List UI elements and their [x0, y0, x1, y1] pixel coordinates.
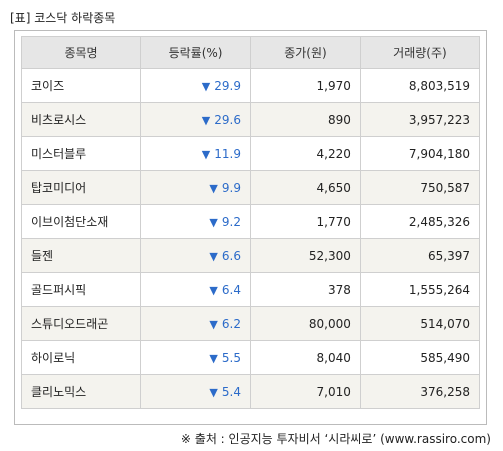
table-container: 종목명 등락률(%) 종가(원) 거래량(주) 코이즈 ▼ 29.9 1,970 …: [14, 30, 487, 425]
table-row: 클리노믹스 ▼ 5.4 7,010 376,258: [20, 374, 481, 409]
change-value: 6.6: [221, 248, 241, 263]
stock-name: 들젠: [20, 238, 142, 273]
stock-name: 하이로닉: [20, 340, 142, 375]
volume: 585,490: [359, 340, 481, 375]
down-arrow-icon: ▼: [201, 79, 211, 93]
stock-name: 골드퍼시픽: [20, 272, 142, 307]
volume: 750,587: [359, 170, 481, 205]
stock-name: 비츠로시스: [20, 102, 142, 137]
close-price: 890: [249, 102, 361, 137]
change-cell: ▼ 11.9: [140, 136, 251, 171]
volume: 1,555,264: [359, 272, 481, 307]
volume: 376,258: [359, 374, 481, 409]
close-price: 1,770: [249, 204, 361, 239]
column-header-close: 종가(원): [249, 36, 361, 69]
change-value: 5.5: [221, 350, 241, 365]
table-row: 골드퍼시픽 ▼ 6.4 378 1,555,264: [20, 272, 481, 307]
change-cell: ▼ 9.2: [140, 204, 251, 239]
stock-name: 클리노믹스: [20, 374, 142, 409]
change-value: 29.9: [214, 78, 241, 93]
change-cell: ▼ 9.9: [140, 170, 251, 205]
volume: 8,803,519: [359, 68, 481, 103]
down-arrow-icon: ▼: [209, 351, 218, 365]
column-header-volume: 거래량(주): [359, 36, 481, 69]
close-price: 4,220: [249, 136, 361, 171]
down-arrow-icon: ▼: [201, 113, 211, 127]
table-header-row: 종목명 등락률(%) 종가(원) 거래량(주): [20, 36, 481, 69]
stock-name: 탑코미디어: [20, 170, 142, 205]
change-cell: ▼ 6.6: [140, 238, 251, 273]
down-arrow-icon: ▼: [209, 249, 218, 263]
change-cell: ▼ 6.2: [140, 306, 251, 341]
close-price: 80,000: [249, 306, 361, 341]
change-value: 29.6: [214, 112, 241, 127]
close-price: 4,650: [249, 170, 361, 205]
close-price: 52,300: [249, 238, 361, 273]
change-value: 11.9: [214, 146, 241, 161]
change-cell: ▼ 5.5: [140, 340, 251, 375]
table-row: 탑코미디어 ▼ 9.9 4,650 750,587: [20, 170, 481, 205]
table-row: 들젠 ▼ 6.6 52,300 65,397: [20, 238, 481, 273]
down-arrow-icon: ▼: [209, 385, 218, 399]
down-arrow-icon: ▼: [201, 147, 211, 161]
stock-name: 스튜디오드래곤: [20, 306, 142, 341]
change-value: 9.2: [221, 214, 241, 229]
close-price: 1,970: [249, 68, 361, 103]
table-row: 미스터블루 ▼ 11.9 4,220 7,904,180: [20, 136, 481, 171]
volume: 65,397: [359, 238, 481, 273]
source-note: ※ 출처 : 인공지능 투자비서 ‘시라씨로’ (www.rassiro.com…: [180, 432, 491, 446]
volume: 514,070: [359, 306, 481, 341]
table-row: 이브이첨단소재 ▼ 9.2 1,770 2,485,326: [20, 204, 481, 239]
table-row: 하이로닉 ▼ 5.5 8,040 585,490: [20, 340, 481, 375]
volume: 3,957,223: [359, 102, 481, 137]
stock-name: 코이즈: [20, 68, 142, 103]
table-row: 스튜디오드래곤 ▼ 6.2 80,000 514,070: [20, 306, 481, 341]
close-price: 7,010: [249, 374, 361, 409]
change-value: 9.9: [221, 180, 241, 195]
close-price: 8,040: [249, 340, 361, 375]
stock-name: 미스터블루: [20, 136, 142, 171]
change-cell: ▼ 29.6: [140, 102, 251, 137]
change-cell: ▼ 29.9: [140, 68, 251, 103]
table-row: 비츠로시스 ▼ 29.6 890 3,957,223: [20, 102, 481, 137]
volume: 2,485,326: [359, 204, 481, 239]
stock-table: 종목명 등락률(%) 종가(원) 거래량(주) 코이즈 ▼ 29.9 1,970 …: [20, 36, 481, 409]
change-value: 5.4: [221, 384, 241, 399]
table-title: [표] 코스닥 하락종목: [10, 11, 116, 25]
change-cell: ▼ 5.4: [140, 374, 251, 409]
table-row: 코이즈 ▼ 29.9 1,970 8,803,519: [20, 68, 481, 103]
volume: 7,904,180: [359, 136, 481, 171]
change-cell: ▼ 6.4: [140, 272, 251, 307]
change-value: 6.4: [221, 282, 241, 297]
column-header-name: 종목명: [20, 36, 142, 69]
down-arrow-icon: ▼: [209, 181, 218, 195]
down-arrow-icon: ▼: [209, 215, 218, 229]
column-header-change: 등락률(%): [140, 36, 251, 69]
stock-name: 이브이첨단소재: [20, 204, 142, 239]
close-price: 378: [249, 272, 361, 307]
down-arrow-icon: ▼: [209, 283, 218, 297]
down-arrow-icon: ▼: [209, 317, 218, 331]
change-value: 6.2: [221, 316, 241, 331]
